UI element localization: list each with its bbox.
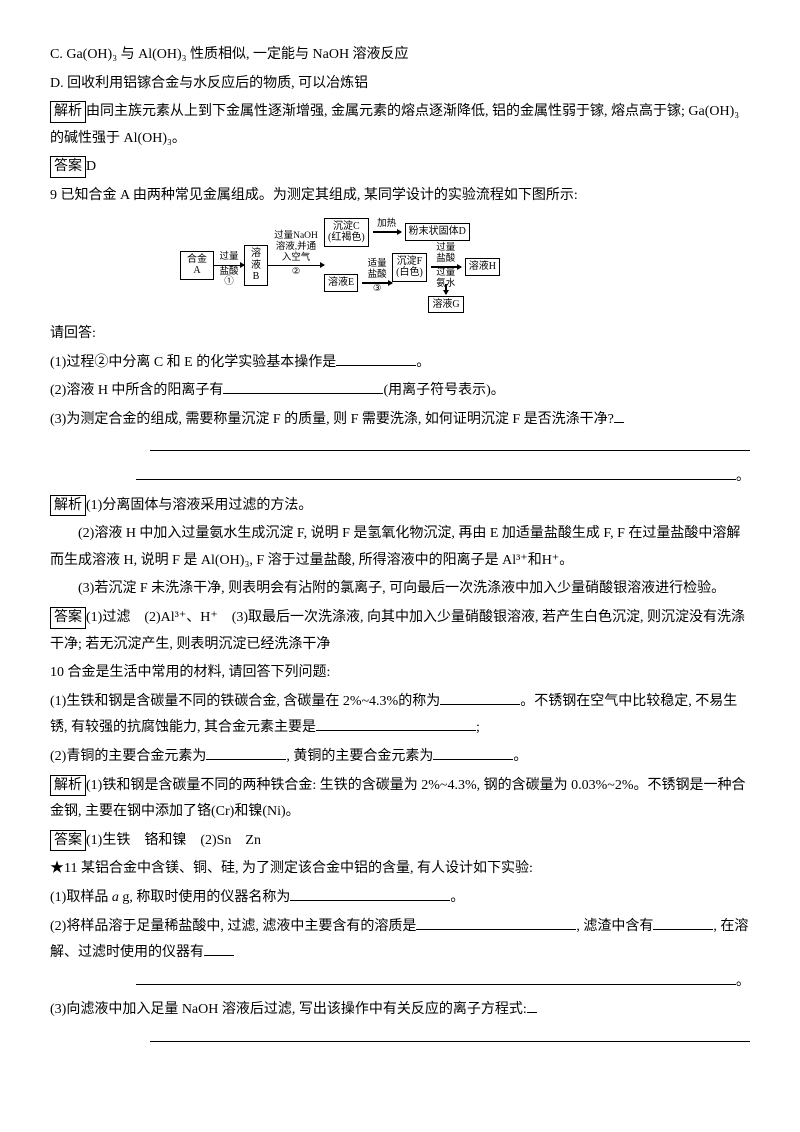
explanation-2-1: 解析(1)分离固体与溶液采用过滤的方法。: [50, 493, 750, 520]
blank[interactable]: [416, 915, 576, 930]
fc-box-c: 沉淀C (红褐色): [324, 218, 369, 247]
q9-3: (3)为测定合金的组成, 需要称量沉淀 F 的质量, 则 F 需要洗涤, 如何证…: [50, 407, 750, 434]
fc-box-g: 溶液G: [428, 296, 463, 314]
label-explain: 解析: [50, 775, 86, 797]
blank[interactable]: [336, 351, 416, 366]
blank[interactable]: [433, 745, 513, 760]
q10-heading: 10 合金是生活中常用的材料, 请回答下列问题:: [50, 660, 750, 687]
label-explain: 解析: [50, 101, 86, 123]
q9-1: (1)过程②中分离 C 和 E 的化学实验基本操作是。: [50, 350, 750, 377]
flowchart: 合金 A 过量 盐酸 ① 溶 液 B 过量NaOH 溶液,并通 入空气 ② 沉淀…: [180, 218, 620, 314]
blank[interactable]: [527, 998, 537, 1013]
option-d: D. 回收利用铝镓合金与水反应后的物质, 可以冶炼铝: [50, 71, 750, 98]
fc-box-e: 溶液E: [324, 274, 358, 292]
label-answer: 答案: [50, 830, 86, 852]
explanation-2-2: (2)溶液 H 中加入过量氨水生成沉淀 F, 说明 F 是氢氧化物沉淀, 再由 …: [50, 521, 750, 574]
blank-line-end-2: 。: [50, 969, 750, 996]
blank[interactable]: [290, 886, 450, 901]
q9-2: (2)溶液 H 中所含的阳离子有(用离子符号表示)。: [50, 378, 750, 405]
fc-box-a: 合金 A: [180, 251, 214, 280]
q11-2: (2)将样品溶于足量稀盐酸中, 过滤, 滤液中主要含有的溶质是, 滤渣中含有, …: [50, 914, 750, 967]
answer-2: 答案(1)过滤 (2)Al³⁺、H⁺ (3)取最后一次洗涤液, 向其中加入少量硝…: [50, 605, 750, 658]
blank[interactable]: [136, 465, 736, 480]
q11-3: (3)向滤液中加入足量 NaOH 溶液后过滤, 写出该操作中有关反应的离子方程式…: [50, 997, 750, 1024]
explanation-2-3: (3)若沉淀 F 未洗涤干净, 则表明会有沾附的氯离子, 可向最后一次洗涤液中加…: [50, 576, 750, 603]
blank[interactable]: [316, 716, 476, 731]
blank[interactable]: [223, 379, 383, 394]
explanation-3: 解析(1)铁和钢是含碳量不同的两种铁合金: 生铁的含碳量为 2%~4.3%, 钢…: [50, 773, 750, 826]
fc-arrow-f: 过量 盐酸 过量 氨水: [431, 266, 461, 268]
blank[interactable]: [136, 970, 736, 985]
blank[interactable]: [204, 941, 234, 956]
blank-line: [50, 435, 750, 462]
blank[interactable]: [614, 408, 624, 423]
blank[interactable]: [150, 436, 750, 451]
option-c: C. Ga(OH)₃ 与 Al(OH)₃ 性质相似, 一定能与 NaOH 溶液反…: [50, 42, 750, 69]
blank-line-2: [50, 1026, 750, 1053]
q11-heading: ★11 某铝合金中含镁、铜、硅, 为了测定该合金中铝的含量, 有人设计如下实验:: [50, 856, 750, 883]
label-explain: 解析: [50, 495, 86, 517]
blank[interactable]: [206, 745, 286, 760]
fc-arrow-down: [445, 284, 447, 294]
fc-arrow-3: 适量 盐酸 ③: [362, 282, 392, 284]
q9-heading: 9 已知合金 A 由两种常见金属组成。为测定其组成, 某同学设计的实验流程如下图…: [50, 183, 750, 210]
label-answer: 答案: [50, 607, 86, 629]
fc-box-d: 粉末状固体D: [405, 223, 470, 241]
blank[interactable]: [653, 915, 713, 930]
label-answer: 答案: [50, 156, 86, 178]
blank-line-end: 。: [50, 464, 750, 491]
fc-arrow-2: 过量NaOH 溶液,并通 入空气 ②: [268, 265, 324, 267]
blank[interactable]: [150, 1027, 750, 1042]
answer-3: 答案(1)生铁 铬和镍 (2)Sn Zn: [50, 828, 750, 855]
q9-prompt: 请回答:: [50, 321, 750, 348]
fc-arrow-heat: 加热: [373, 231, 401, 233]
fc-box-f: 沉淀F (白色): [392, 253, 427, 282]
fc-box-b: 溶 液 B: [244, 245, 268, 286]
q11-1: (1)取样品 a g, 称取时使用的仪器名称为。: [50, 885, 750, 912]
fc-box-h: 溶液H: [465, 258, 500, 276]
fc-arrow-1: 过量 盐酸 ①: [214, 265, 244, 267]
q10-2: (2)青铜的主要合金元素为, 黄铜的主要合金元素为。: [50, 744, 750, 771]
blank[interactable]: [440, 690, 520, 705]
explanation-1: 解析由同主族元素从上到下金属性逐渐增强, 金属元素的熔点逐渐降低, 铝的金属性弱…: [50, 99, 750, 152]
answer-1: 答案D: [50, 154, 750, 181]
q10-1: (1)生铁和钢是含碳量不同的铁碳合金, 含碳量在 2%~4.3%的称为。不锈钢在…: [50, 689, 750, 742]
